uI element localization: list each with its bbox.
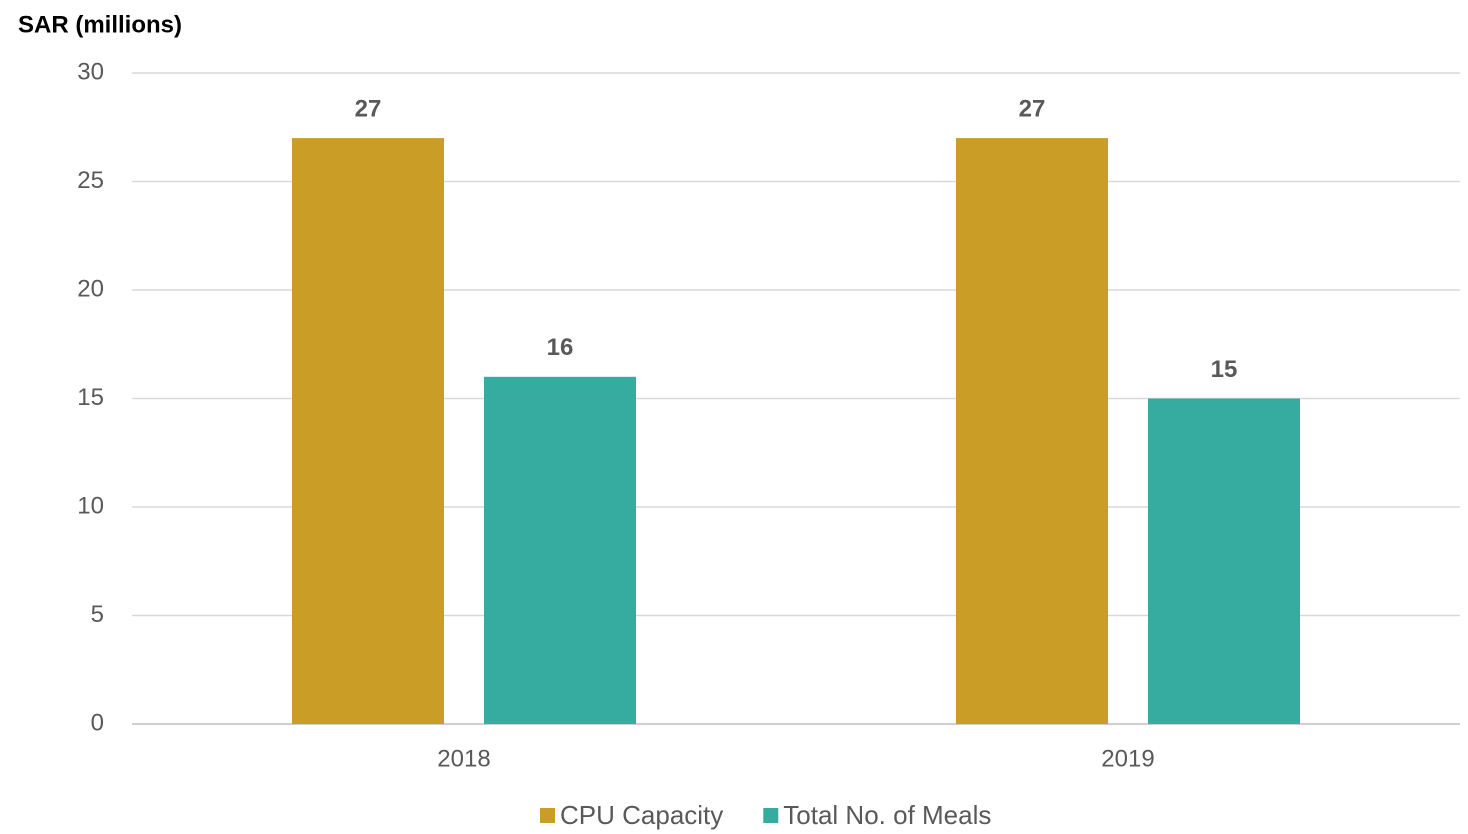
legend-swatch xyxy=(540,808,555,823)
bar xyxy=(292,138,444,725)
x-tick-label: 2018 xyxy=(437,745,490,772)
data-label: 27 xyxy=(355,95,382,122)
bar xyxy=(484,376,636,724)
y-tick-label: 10 xyxy=(77,492,104,519)
data-label: 27 xyxy=(1019,95,1046,122)
y-tick-label: 15 xyxy=(77,384,104,411)
y-tick-label: 25 xyxy=(77,167,104,194)
x-tick-label: 2019 xyxy=(1101,745,1154,772)
legend-label: CPU Capacity xyxy=(560,800,723,830)
y-tick-label: 20 xyxy=(77,275,104,302)
y-tick-label: 0 xyxy=(91,709,104,736)
legend-swatch xyxy=(763,808,779,823)
bar xyxy=(956,138,1108,725)
data-label: 16 xyxy=(547,334,574,361)
bar xyxy=(1148,398,1300,724)
legend-label: Total No. of Meals xyxy=(783,800,991,830)
data-label: 15 xyxy=(1211,356,1238,383)
y-tick-label: 30 xyxy=(77,58,104,85)
y-axis-label: SAR (millions) xyxy=(18,11,182,38)
y-tick-label: 5 xyxy=(91,601,104,628)
